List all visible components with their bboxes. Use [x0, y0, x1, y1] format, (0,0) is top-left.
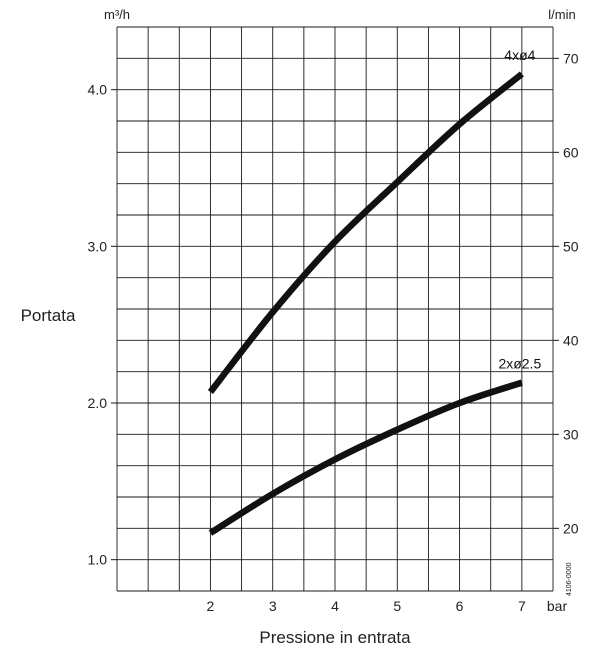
- series-label-2: 2xø2.5: [498, 356, 541, 372]
- y-right-tick-label: 50: [563, 238, 579, 254]
- x-tick-label: 7: [518, 598, 526, 614]
- x-tick-label: 3: [269, 598, 277, 614]
- series-line-2: [208, 379, 523, 536]
- y-left-tick-label: 2.0: [88, 395, 108, 411]
- series-label-1: 4xø4: [504, 47, 535, 63]
- x-tick-label: 4: [331, 598, 339, 614]
- tick-labels: 1.0 2.0 3.0 4.0 20 30 40 50 60 70 2 3 4 5 6 7: [88, 50, 579, 614]
- y-right-tick-label: 40: [563, 332, 579, 348]
- y-left-unit: m³/h: [104, 7, 130, 22]
- y-left-tick-label: 4.0: [88, 82, 108, 98]
- x-axis-label: Pressione in entrata: [259, 628, 411, 647]
- x-tick-label: 2: [207, 598, 215, 614]
- x-tick-label: 5: [393, 598, 401, 614]
- y-right-unit: l/min: [548, 7, 575, 22]
- series-line-1: [207, 71, 524, 395]
- y-axis-label: Portata: [21, 306, 76, 325]
- figure-code: 4106-0000: [566, 562, 573, 596]
- x-tick-label: 6: [456, 598, 464, 614]
- y-right-tick-label: 60: [563, 144, 579, 160]
- grid: [116, 26, 554, 592]
- x-unit-label: bar: [547, 598, 568, 614]
- series-curves: 4xø4 2xø2.5: [207, 47, 541, 536]
- y-right-tick-label: 70: [563, 50, 579, 66]
- y-right-tick-label: 30: [563, 426, 579, 442]
- y-right-tick-label: 20: [563, 520, 579, 536]
- y-left-tick-label: 1.0: [88, 552, 108, 568]
- y-left-tick-label: 3.0: [88, 238, 108, 254]
